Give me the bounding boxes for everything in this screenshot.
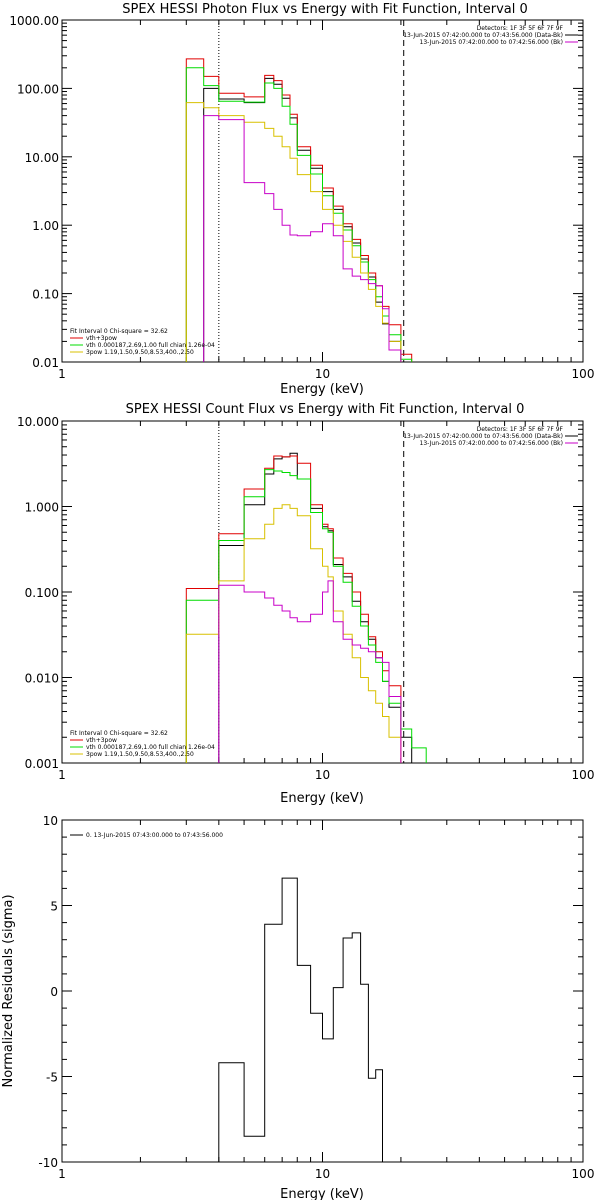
panel-1-legend-bottom-entry-1: vth 0.000187,2.69,1.00 full chian 1.26e-… [86, 342, 215, 349]
x-tick-label: 1 [58, 1167, 66, 1181]
y-tick-label: -10 [38, 1156, 58, 1170]
panel-3-frame [61, 819, 584, 1163]
x-tick-label: 10 [315, 768, 330, 782]
y-tick-label: 1.00 [32, 219, 59, 233]
panel-2-legend-bottom: Fit Interval 0 Chi-square = 32.62 vth+3p… [70, 730, 215, 758]
panel-1-vlines [218, 20, 405, 362]
panel-1-legend-bottom-header: Fit Interval 0 Chi-square = 32.62 [70, 328, 168, 335]
series-1-step-line [185, 58, 413, 362]
panel-1-series [185, 58, 413, 362]
panel-photon-flux: SPEX HESSI Photon Flux vs Energy with Fi… [9, 2, 594, 397]
y-tick-label: 10.00 [25, 151, 59, 165]
y-tick-label: 0.010 [25, 672, 59, 686]
series-4-step-line [218, 580, 402, 763]
panel-2-legend-bottom-entry-1: vth 0.000187,2.69,1.00 full chian 1.26e-… [86, 744, 215, 751]
x-tick-label: 10 [315, 1167, 330, 1181]
y-tick-label: 0.100 [25, 586, 59, 600]
x-tick-label: 100 [572, 1167, 595, 1181]
y-tick-label: 10.000 [17, 415, 59, 429]
panel-residuals: 1 10 100 -10 -5 0 5 10 Energy (keV) Normalized … [1, 814, 594, 1200]
y-tick-label: 1.000 [25, 501, 59, 515]
y-tick-label: 5 [50, 900, 58, 914]
panel-1-legend-bottom-entry-0: vth+3pow [86, 335, 117, 342]
series-4-step-line [203, 115, 402, 362]
y-tick-label: 0.01 [32, 356, 59, 370]
panel-2-xlabel: Energy (keV) [280, 791, 364, 806]
series-2-step-line [185, 469, 427, 763]
y-tick-label: -5 [46, 1071, 58, 1085]
series-0-step-line [218, 877, 383, 1162]
panel-1-legend-top: Detectors: 1F 3F 5F 6F 7F 9F 13-Jun-2015… [403, 25, 578, 46]
panel-1-legend-top-header: Detectors: 1F 3F 5F 6F 7F 9F [477, 25, 564, 32]
panel-2-legend-top-entry-0: 13-Jun-2015 07:42:00.000 to 07:43:56.000… [403, 433, 563, 440]
panel-1-xlabel: Energy (keV) [280, 382, 364, 397]
panel-3-xlabel: Energy (keV) [280, 1187, 364, 1200]
series-3-step-line [185, 504, 402, 763]
x-tick-label: 1 [58, 367, 66, 381]
y-tick-label: 0 [50, 985, 58, 999]
panel-1-axes: 1 10 100 0.01 0.10 1.00 10.00 100.00 1000.00 [9, 14, 594, 381]
panel-2-series [185, 452, 427, 763]
series-2-step-line [185, 67, 413, 362]
x-tick-label: 100 [572, 367, 595, 381]
panel-1-legend-top-entry-1: 13-Jun-2015 07:42:00.000 to 07:42:56.000… [420, 39, 563, 46]
panel-3-series [218, 877, 383, 1162]
panel-3-ylabel: Normalized Residuals (sigma) [1, 894, 16, 1087]
y-tick-label: 0.001 [25, 757, 59, 771]
panel-3-axes: 1 10 100 -10 -5 0 5 10 [38, 814, 594, 1181]
x-tick-label: 1 [58, 768, 66, 782]
panel-1-legend-bottom-entry-2: 3pow 1.19,1.50,9.50,8.53,400.,2.50 [86, 349, 194, 356]
panel-2-legend-top-entry-1: 13-Jun-2015 07:42:00.000 to 07:42:56.000… [420, 440, 563, 447]
y-tick-label: 0.10 [32, 288, 59, 302]
panel-1-title: SPEX HESSI Photon Flux vs Energy with Fi… [122, 2, 528, 17]
y-tick-label: 100.00 [17, 82, 59, 96]
panel-3-legend-entry-0: 0. 13-Jun-2015 07:43:00.000 to 07:43:56.… [86, 832, 223, 839]
panel-1-legend-top-entry-0: 13-Jun-2015 07:42:00.000 to 07:43:56.000… [403, 32, 563, 39]
panel-2-legend-bottom-header: Fit Interval 0 Chi-square = 32.62 [70, 730, 168, 737]
x-tick-label: 100 [572, 768, 595, 782]
series-0-step-line [203, 77, 402, 362]
y-tick-label: 1000.00 [9, 14, 59, 28]
panel-count-flux: SPEX HESSI Count Flux vs Energy with Fit… [17, 402, 594, 806]
panel-2-legend-bottom-entry-2: 3pow 1.19,1.50,9.50,8.53,400.,2.50 [86, 751, 194, 758]
x-tick-label: 10 [315, 367, 330, 381]
series-3-step-line [185, 102, 402, 362]
panel-2-legend-bottom-entry-0: vth+3pow [86, 737, 117, 744]
panel-2-axes: 1 10 100 0.001 0.010 0.100 1.000 10.000 [17, 415, 594, 782]
panel-1-legend-bottom: Fit Interval 0 Chi-square = 32.62 vth+3p… [70, 328, 215, 356]
panel-2-legend-top: Detectors: 1F 3F 5F 6F 7F 9F 13-Jun-2015… [403, 426, 578, 447]
panel-2-title: SPEX HESSI Count Flux vs Energy with Fit… [126, 402, 525, 417]
panel-3-legend: 0. 13-Jun-2015 07:43:00.000 to 07:43:56.… [70, 832, 223, 839]
y-tick-label: 10 [43, 814, 58, 828]
panel-2-legend-top-header: Detectors: 1F 3F 5F 6F 7F 9F [477, 426, 564, 433]
